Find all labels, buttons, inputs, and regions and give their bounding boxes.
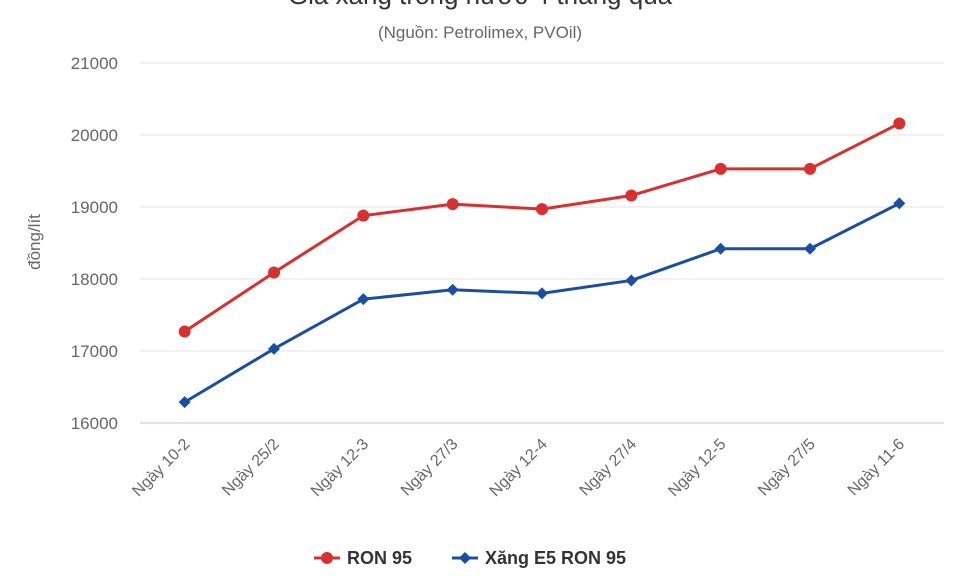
y-tick-label: 16000 [71, 414, 118, 433]
data-point[interactable] [536, 287, 548, 300]
legend[interactable]: RON 95 Xăng E5 RON 95 [314, 548, 626, 568]
legend-marker [321, 552, 333, 564]
x-tick-label: Ngày 25/2 [219, 436, 283, 500]
series-group [178, 117, 906, 409]
data-point[interactable] [893, 117, 906, 130]
series-line [183, 122, 901, 333]
data-point[interactable] [536, 203, 548, 216]
x-tick-label: Ngày 27/5 [755, 436, 819, 500]
x-tick-label: Ngày 10-2 [129, 436, 193, 500]
x-axis-ticks: Ngày 10-2 Ngày 25/2 Ngày 12-3 Ngày 27/3 Ngày… [129, 436, 908, 500]
data-point[interactable] [625, 274, 638, 287]
legend-marker [459, 552, 471, 564]
data-point[interactable] [357, 293, 370, 306]
y-axis-ticks: 16000 17000 18000 19000 20000 21000 [71, 54, 118, 433]
legend-label: Xăng E5 RON 95 [485, 548, 626, 568]
data-point[interactable] [714, 162, 727, 175]
x-tick-label: Ngày 12-5 [665, 436, 729, 500]
y-tick-label: 20000 [71, 126, 118, 145]
data-point[interactable] [178, 396, 191, 409]
data-point[interactable] [268, 342, 280, 355]
legend-item-1[interactable]: Xăng E5 RON 95 [452, 548, 626, 568]
y-tick-label: 17000 [71, 342, 118, 361]
series-1 [178, 197, 906, 409]
data-point[interactable] [446, 283, 459, 296]
x-tick-label: Ngày 27/3 [398, 436, 462, 500]
y-tick-label: 21000 [71, 54, 118, 73]
series-0 [178, 117, 906, 338]
data-point[interactable] [804, 162, 816, 175]
y-tick-label: 18000 [71, 270, 118, 289]
data-point[interactable] [714, 242, 727, 255]
y-tick-label: 19000 [71, 198, 118, 217]
data-point[interactable] [625, 189, 638, 202]
legend-label: RON 95 [347, 548, 412, 568]
x-tick-label: Ngày 27/4 [577, 436, 641, 500]
x-tick-label: Ngày 12-4 [487, 436, 551, 500]
chart-title: Giá xăng trong nước 4 tháng qua [288, 0, 673, 10]
series-line [183, 202, 901, 404]
data-point[interactable] [178, 325, 191, 338]
x-tick-label: Ngày 12-3 [308, 436, 372, 500]
y-axis-label: đồng/lít [25, 214, 44, 270]
data-point[interactable] [357, 209, 370, 222]
x-tick-label: Ngày 11-6 [845, 436, 908, 499]
data-point[interactable] [446, 198, 459, 211]
data-point[interactable] [804, 242, 816, 255]
chart-subtitle: (Nguồn: Petrolimex, PVOil) [378, 23, 582, 42]
data-point[interactable] [893, 197, 906, 210]
legend-item-0[interactable]: RON 95 [314, 548, 412, 568]
data-point[interactable] [268, 266, 280, 279]
